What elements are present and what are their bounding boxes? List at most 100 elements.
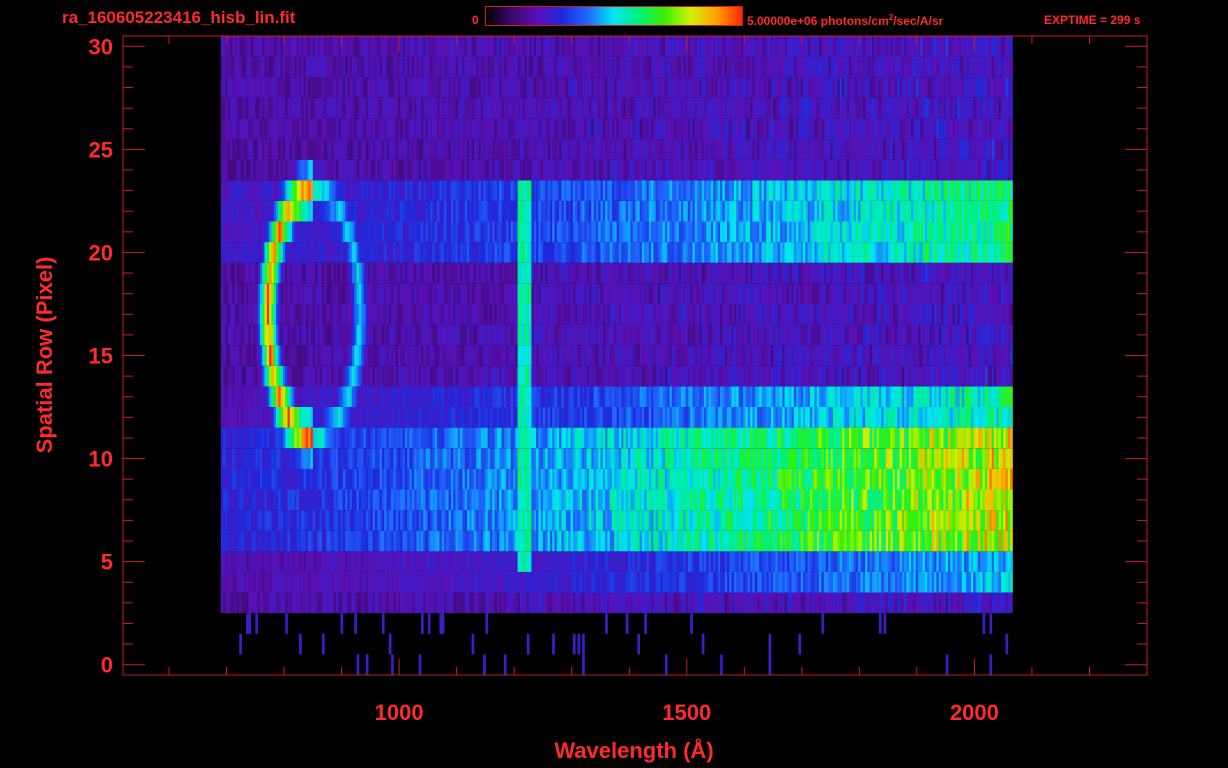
heatmap-cell bbox=[1007, 324, 1011, 346]
heatmap-cell bbox=[607, 571, 611, 593]
heatmap-cell bbox=[793, 489, 797, 511]
heatmap-cell bbox=[846, 345, 850, 366]
heatmap-cell bbox=[895, 365, 898, 387]
heatmap-cell bbox=[273, 324, 277, 346]
heatmap-cell bbox=[959, 551, 963, 572]
heatmap-cell bbox=[282, 427, 286, 449]
heatmap-cell bbox=[342, 530, 346, 552]
heatmap-cell bbox=[582, 386, 585, 407]
heatmap-cell bbox=[945, 448, 949, 469]
heatmap-cell bbox=[554, 345, 558, 366]
heatmap-cell bbox=[980, 592, 983, 614]
heatmap-cell bbox=[966, 530, 970, 552]
heatmap-cell bbox=[858, 510, 861, 531]
heatmap-cell bbox=[230, 365, 233, 387]
heatmap-cell bbox=[409, 304, 413, 325]
heatmap-cell bbox=[554, 427, 558, 449]
heatmap-cell bbox=[480, 551, 484, 572]
heatmap-cell bbox=[342, 551, 346, 572]
heatmap-cell bbox=[276, 427, 279, 449]
heatmap-cell bbox=[478, 592, 482, 614]
heatmap-cell bbox=[499, 510, 502, 531]
heatmap-cell bbox=[225, 427, 229, 449]
heatmap-cell bbox=[276, 304, 279, 325]
heatmap-cell bbox=[823, 510, 827, 531]
heatmap-cell bbox=[607, 427, 611, 449]
heatmap-cell bbox=[430, 407, 433, 428]
heatmap-cell bbox=[499, 530, 502, 552]
heatmap-cell bbox=[342, 345, 346, 366]
heatmap-cell bbox=[352, 304, 355, 325]
heatmap-cell bbox=[635, 468, 638, 490]
heatmap-cell bbox=[644, 571, 647, 593]
heatmap-cell bbox=[892, 489, 896, 511]
heatmap-cell bbox=[467, 304, 470, 325]
heatmap-cell bbox=[563, 530, 567, 552]
heatmap-cell bbox=[796, 345, 799, 366]
heatmap-cell bbox=[358, 386, 362, 407]
heatmap-cell bbox=[243, 592, 247, 614]
heatmap-cell bbox=[816, 510, 820, 531]
heatmap-cell bbox=[678, 510, 682, 531]
heatmap-cell bbox=[971, 386, 974, 407]
heatmap-cell bbox=[924, 365, 928, 387]
heatmap-cell bbox=[305, 407, 309, 428]
heatmap-cell bbox=[418, 304, 422, 325]
heatmap-cell bbox=[609, 386, 613, 407]
heatmap-cell bbox=[471, 345, 475, 366]
heatmap-cell bbox=[745, 551, 749, 572]
heatmap-cell bbox=[434, 304, 438, 325]
heatmap-cell bbox=[839, 407, 843, 428]
heatmap-cell bbox=[832, 407, 836, 428]
heatmap-cell bbox=[317, 468, 321, 490]
heatmap-cell bbox=[271, 324, 275, 346]
heatmap-cell bbox=[641, 571, 645, 593]
heatmap-cell bbox=[846, 324, 850, 346]
heatmap-cell bbox=[276, 448, 279, 469]
heatmap-cell bbox=[430, 324, 433, 346]
heatmap-cell bbox=[876, 551, 880, 572]
heatmap-cell bbox=[814, 510, 818, 531]
heatmap-cell bbox=[276, 407, 279, 428]
heatmap-cell bbox=[379, 304, 383, 325]
heatmap-cell bbox=[678, 448, 682, 469]
heatmap-cell bbox=[839, 468, 843, 490]
heatmap-cell bbox=[372, 489, 376, 511]
heatmap-cell bbox=[591, 448, 594, 469]
heatmap-cell bbox=[941, 407, 944, 428]
heatmap-cell bbox=[747, 407, 751, 428]
heatmap-cell bbox=[255, 324, 258, 346]
heatmap-cell bbox=[842, 324, 845, 346]
heatmap-cell bbox=[849, 510, 852, 531]
heatmap-cell bbox=[895, 427, 898, 449]
heatmap-cell bbox=[1010, 510, 1013, 531]
heatmap-cell bbox=[844, 427, 848, 449]
heatmap-cell bbox=[543, 448, 546, 469]
heatmap-cell bbox=[669, 407, 673, 428]
heatmap-cell bbox=[370, 407, 374, 428]
heatmap-cell bbox=[285, 345, 288, 366]
heatmap-cell bbox=[577, 448, 581, 469]
heatmap-cell bbox=[876, 510, 880, 531]
heatmap-cell bbox=[342, 365, 346, 387]
heatmap-cell bbox=[377, 324, 380, 346]
heatmap-cell bbox=[280, 407, 284, 428]
heatmap-cell bbox=[630, 324, 634, 346]
heatmap-cell bbox=[1000, 510, 1004, 531]
heatmap-cell bbox=[538, 489, 542, 511]
heatmap-cell bbox=[826, 571, 829, 593]
heatmap-cell bbox=[821, 571, 825, 593]
heatmap-cell bbox=[1005, 345, 1009, 366]
heatmap-cell bbox=[605, 510, 608, 531]
heatmap-cell bbox=[664, 427, 668, 449]
heatmap-cell bbox=[266, 365, 270, 387]
heatmap-cell bbox=[885, 427, 889, 449]
heatmap-cell bbox=[220, 345, 224, 366]
heatmap-cell bbox=[710, 592, 714, 614]
heatmap-cell bbox=[676, 530, 680, 552]
heatmap-cell bbox=[635, 592, 638, 614]
heatmap-cell bbox=[791, 407, 795, 428]
heatmap-cell bbox=[936, 345, 940, 366]
colorbar-max-text: 5.00000e+06 photons/cm bbox=[747, 14, 889, 28]
heatmap-cell bbox=[236, 324, 240, 346]
